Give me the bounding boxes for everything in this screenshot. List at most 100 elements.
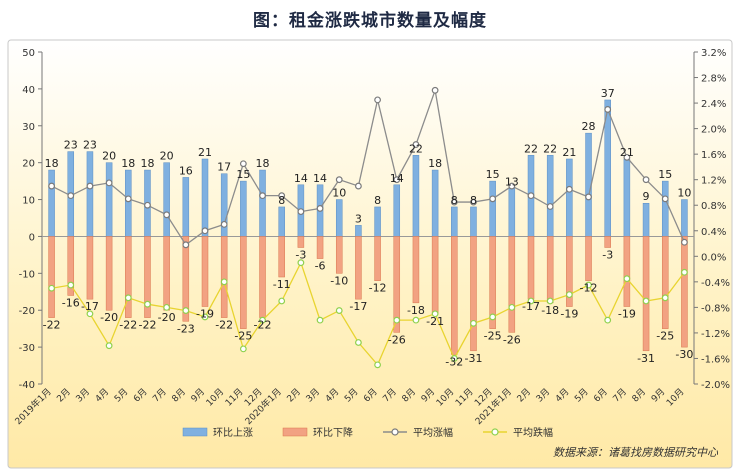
avg-rise-point [239,160,247,168]
fall-bar [125,236,132,318]
rise-bar [412,155,420,237]
fall-bar [201,236,209,307]
rise-data-label: 14 [313,172,327,185]
avg-fall-point [67,281,75,289]
rise-data-label: 14 [390,172,404,185]
avg-fall-point [220,278,228,286]
avg-rise-point [182,241,190,249]
fall-data-label: -11 [273,278,291,291]
fall-data-label: -16 [62,296,80,309]
fall-data-label: -30 [675,348,693,361]
fall-data-label: -31 [637,352,655,365]
fall-bar [355,236,362,300]
avg-fall-point [431,310,439,318]
rise-data-label: 20 [102,150,116,163]
fall-bar [546,236,554,304]
rise-data-label: 8 [278,194,285,207]
legend-label: 平均跌幅 [513,426,553,439]
avg-fall-point [585,281,592,289]
legend-label: 环比下降 [313,426,353,439]
fall-bar [240,236,247,329]
avg-fall-point [470,319,477,327]
right-tick-label: 1.2% [701,176,726,187]
rise-data-label: 9 [643,190,650,203]
fall-bar [86,236,94,300]
fall-data-label: -17 [522,300,540,313]
fall-data-label: -18 [407,304,425,317]
avg-fall-point [450,355,458,362]
rise-bar [451,206,458,237]
fall-data-label: -22 [254,319,272,332]
fall-bar [297,236,305,248]
rise-bar [642,202,650,237]
right-tick-label: 1.6% [701,150,726,161]
rise-bar [278,206,285,237]
right-tick-label: -1.6% [701,354,730,365]
rise-bar [566,158,573,237]
rise-data-label: 37 [601,87,615,100]
rise-data-label: 18 [428,157,442,170]
avg-fall-point [278,297,286,305]
avg-fall-point [239,345,247,353]
avg-fall-point [144,300,151,308]
avg-rise-point [297,208,305,216]
fall-data-label: -18 [541,304,559,317]
rise-data-label: 16 [179,164,193,177]
avg-rise-point [124,195,132,203]
legend-marker [491,428,499,436]
fall-data-label: -3 [295,249,306,262]
rise-data-label: 8 [374,194,381,207]
right-tick-label: 2.4% [701,99,726,110]
rise-bar [355,225,362,237]
rise-data-label: 8 [451,194,458,207]
avg-fall-point [508,303,516,311]
fall-data-label: -10 [330,274,348,287]
avg-rise-point [105,179,113,187]
fall-data-label: -6 [315,260,326,273]
rise-data-label: 23 [64,139,78,152]
right-tick-label: 0.0% [701,252,726,263]
avg-rise-point [489,195,497,203]
right-tick-label: 0.4% [701,227,726,238]
left-tick-label: 0 [29,232,35,243]
rise-bar [470,206,477,237]
avg-fall-point [355,339,362,346]
rise-bar [661,180,669,237]
avg-rise-point [48,182,55,190]
rise-data-label: 15 [486,168,500,181]
rise-data-label: 21 [562,146,576,159]
rise-bar [335,199,343,237]
data-source-note: 数据来源：诸葛找房数据研究中心 [553,446,718,459]
avg-fall-point [124,294,132,302]
avg-rise-line [51,87,686,246]
avg-fall-point [623,275,631,283]
legend-swatch [182,427,208,437]
avg-fall-point [335,307,343,314]
fall-data-label: -3 [602,249,613,262]
avg-fall-point [259,316,266,324]
avg-rise-point [259,192,266,200]
fall-data-label: -31 [464,352,482,365]
avg-rise-point [201,227,209,235]
right-tick-label: 2.8% [701,74,726,85]
fall-data-label: -32 [445,355,463,368]
fall-data-label: -19 [196,308,214,321]
fall-bar [623,236,631,307]
avg-fall-point [661,294,669,302]
fall-bar [182,236,190,322]
rise-bar [681,199,688,237]
left-tick-label: -30 [19,343,35,354]
avg-fall-point [182,307,190,314]
rise-data-label: 28 [582,120,596,133]
avg-fall-point [105,342,113,350]
rise-data-label: 18 [256,157,270,170]
avg-rise-point [604,106,612,113]
avg-rise-point [412,141,420,148]
avg-rise-point [67,192,75,200]
rise-bar [508,188,516,237]
fall-bar [412,236,420,304]
right-tick-label: -2.0% [701,380,730,391]
right-tick-label: -0.4% [701,278,730,289]
rise-bar [86,151,94,237]
